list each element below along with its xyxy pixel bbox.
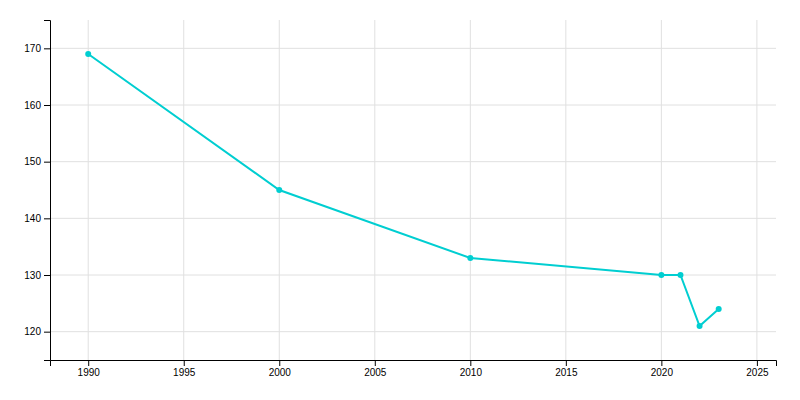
point xyxy=(658,272,664,278)
y-axis-tick-mark xyxy=(44,48,50,49)
x-axis: 1990 1995 2000 2005 2010 2015 2020 2025 xyxy=(51,360,777,378)
grid xyxy=(50,20,776,360)
chart-container: 1990 1995 2000 2005 2010 2015 2020 2025 120 130 14… xyxy=(0,0,800,400)
x-axis-tick-label: 2005 xyxy=(364,367,387,378)
y-axis-tick-label: 160 xyxy=(24,100,41,111)
y-axis-tick: 140 xyxy=(24,213,50,224)
y-axis-tick-mark xyxy=(44,218,50,219)
x-axis-tick-mark xyxy=(279,360,280,366)
y-axis-tick-mark xyxy=(44,105,50,106)
y-axis-tick-label: 130 xyxy=(24,270,41,281)
line xyxy=(88,54,718,326)
marks xyxy=(85,51,721,329)
y-axis-line xyxy=(44,21,51,361)
x-axis-tick-label: 2010 xyxy=(460,367,483,378)
point xyxy=(467,255,473,261)
x-axis-tick-mark xyxy=(661,360,662,366)
grid-line-y xyxy=(50,161,776,162)
x-axis-tick-mark xyxy=(470,360,471,366)
x-axis-tick-label: 2015 xyxy=(555,367,578,378)
point xyxy=(716,306,722,312)
point xyxy=(677,272,683,278)
grid-line-x xyxy=(470,20,471,360)
point xyxy=(697,323,703,329)
point xyxy=(276,187,282,193)
y-axis-tick-mark xyxy=(44,275,50,276)
x-axis-tick: 2000 xyxy=(269,360,292,378)
x-axis-tick-mark xyxy=(757,360,758,366)
x-axis-tick: 2010 xyxy=(460,360,483,378)
grid-line-x xyxy=(88,20,89,360)
y-axis-tick: 130 xyxy=(24,270,50,281)
x-axis-tick: 2025 xyxy=(746,360,769,378)
grid-line-x xyxy=(374,20,375,360)
y-axis-tick-label: 140 xyxy=(24,213,41,224)
x-axis-tick-mark xyxy=(566,360,567,366)
plot-area: 1990 1995 2000 2005 2010 2015 2020 2025 120 130 14… xyxy=(24,20,776,378)
y-axis-tick-label: 120 xyxy=(24,326,41,337)
x-axis-tick: 2015 xyxy=(555,360,578,378)
y-axis-tick: 120 xyxy=(24,326,50,337)
x-axis-tick: 2020 xyxy=(651,360,674,378)
grid-line-x xyxy=(756,20,757,360)
x-axis-tick-label: 1995 xyxy=(173,367,196,378)
y-axis-tick: 170 xyxy=(24,43,50,54)
x-axis-tick-label: 1990 xyxy=(78,367,101,378)
grid-line-x xyxy=(661,20,662,360)
grid-line-y xyxy=(50,48,776,49)
x-axis-tick-mark xyxy=(88,360,89,366)
y-axis-tick: 160 xyxy=(24,100,50,111)
y-axis-tick-label: 150 xyxy=(24,156,41,167)
x-axis-tick: 1990 xyxy=(78,360,101,378)
chart-svg: 1990 1995 2000 2005 2010 2015 2020 2025 120 130 14… xyxy=(0,0,800,400)
y-axis-tick-mark xyxy=(44,162,50,163)
x-axis-tick-label: 2020 xyxy=(651,367,674,378)
y-axis-tick-mark xyxy=(44,332,50,333)
grid-line-x xyxy=(565,20,566,360)
x-axis-tick-mark xyxy=(375,360,376,366)
y-axis-tick-label: 170 xyxy=(24,43,41,54)
y-axis: 120 130 140 150 160 170 xyxy=(24,21,50,361)
x-axis-tick-mark xyxy=(184,360,185,366)
grid-line-y xyxy=(50,218,776,219)
grid-line-y xyxy=(50,331,776,332)
x-axis-tick: 2005 xyxy=(364,360,387,378)
x-axis-tick-label: 2000 xyxy=(269,367,292,378)
x-axis-tick: 1995 xyxy=(173,360,196,378)
grid-line-x xyxy=(183,20,184,360)
x-axis-line xyxy=(51,361,777,367)
y-axis-tick: 150 xyxy=(24,156,50,167)
point xyxy=(85,51,91,57)
x-axis-tick-label: 2025 xyxy=(746,367,769,378)
